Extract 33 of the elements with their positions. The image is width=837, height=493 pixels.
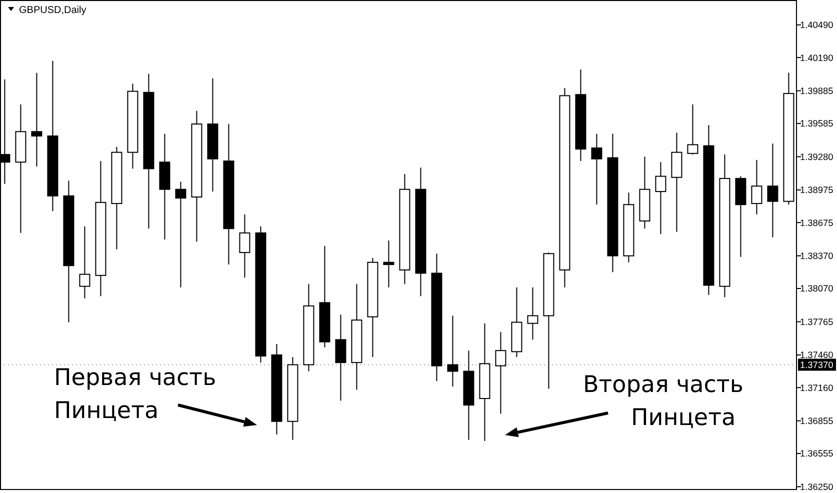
y-tick-label: 1.40190 [800, 52, 834, 63]
candlestick [591, 133, 602, 206]
candlestick [751, 159, 762, 215]
candlestick [495, 332, 506, 414]
candlestick [79, 226, 90, 299]
candlestick [655, 162, 666, 235]
y-tick-label: 1.37460 [800, 350, 834, 360]
chart-title: GBPUSD,Daily [19, 5, 86, 16]
candlestick [687, 104, 698, 155]
candlestick [767, 143, 778, 238]
y-tick-label: 1.38975 [800, 185, 834, 196]
candlestick [175, 181, 186, 288]
candlestick [239, 214, 250, 278]
y-tick-label: 1.36855 [800, 416, 834, 426]
y-tick-label: 1.39280 [800, 152, 834, 162]
ref-line-label: 1.37370 [800, 360, 834, 370]
candlestick [447, 315, 458, 388]
annotation: Первая часть Пинцета [54, 365, 216, 424]
candlestick [31, 72, 42, 167]
y-tick-label: 1.37765 [800, 316, 834, 327]
y-tick-label: 1.39885 [800, 86, 834, 96]
y-tick-label: 1.36555 [800, 448, 834, 459]
y-tick-label: 1.38370 [800, 251, 834, 262]
y-tick-label: 1.38070 [800, 284, 834, 294]
y-tick-label: 1.37160 [800, 382, 834, 393]
candlestick [527, 286, 538, 340]
y-tick-label: 1.39585 [800, 118, 834, 129]
candlestick [383, 240, 394, 288]
y-tick-label: 1.40490 [800, 20, 834, 30]
candlestick [335, 314, 346, 402]
y-tick-label: 1.38675 [800, 218, 834, 228]
y-tick-label: 1.36250 [800, 482, 834, 492]
annotation: Вторая часть Пинцета [583, 372, 744, 431]
